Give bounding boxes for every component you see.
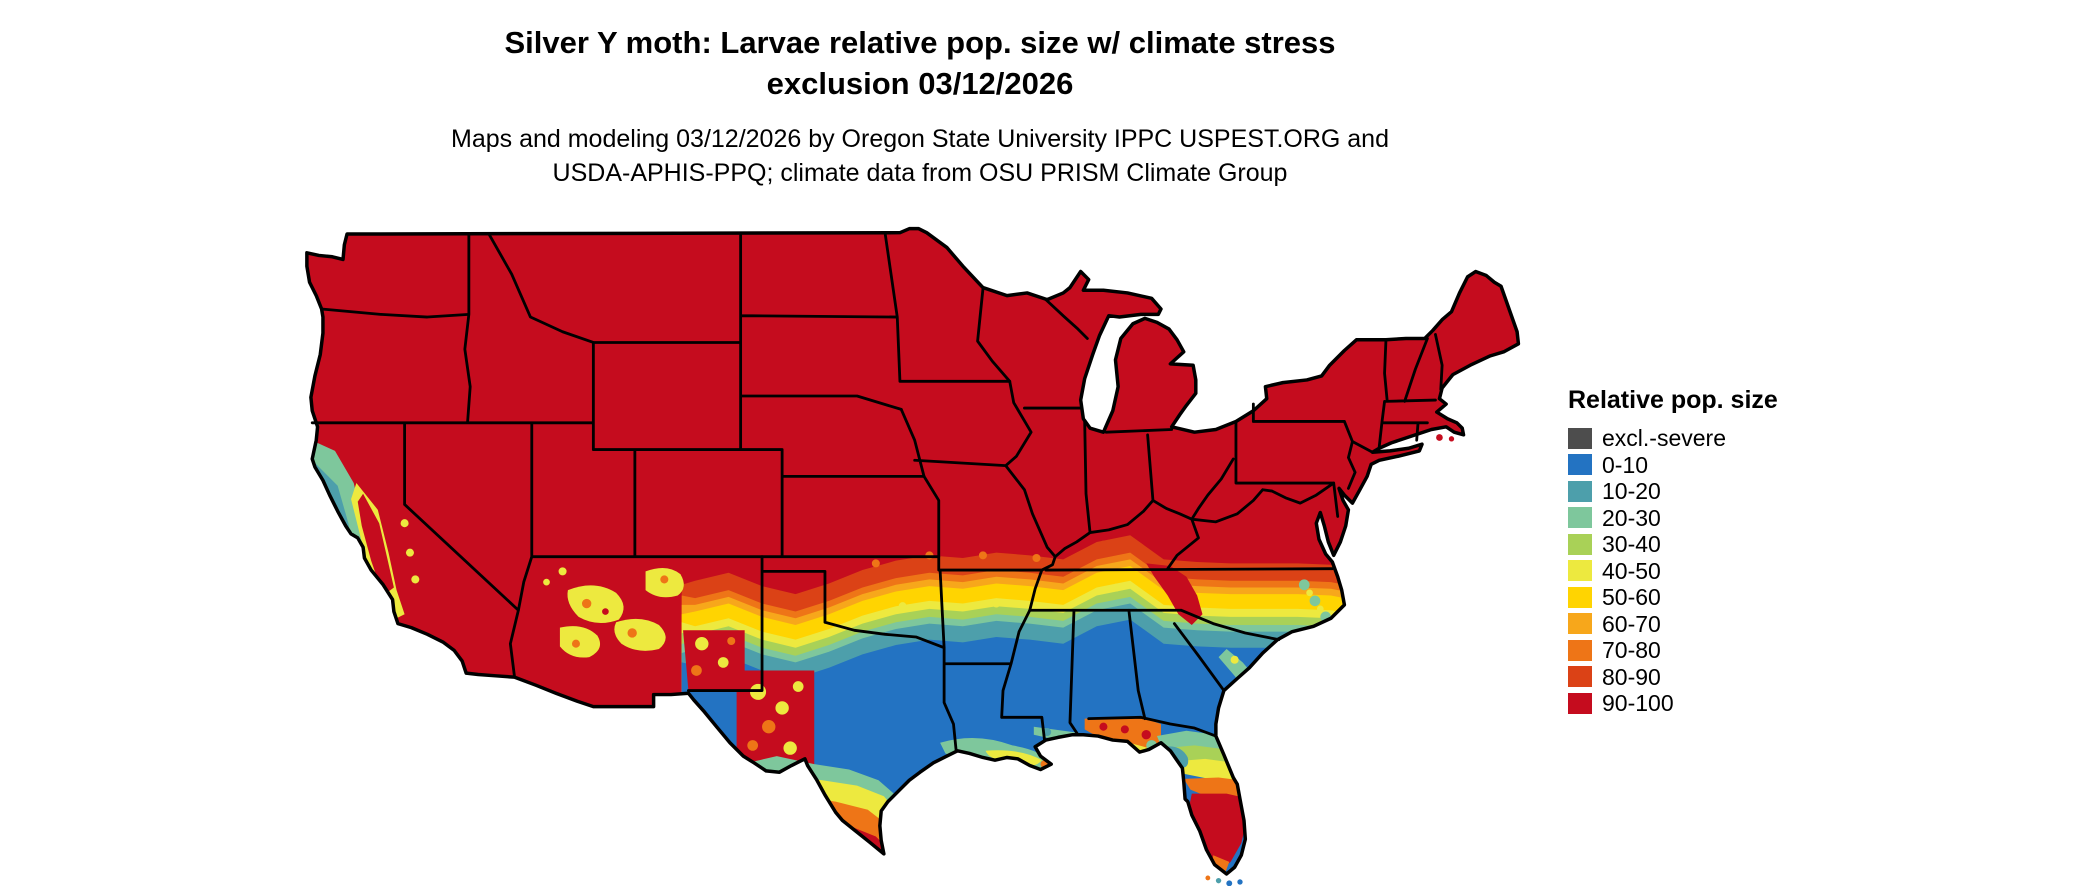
legend-item: 90-100	[1568, 690, 1778, 717]
title-line-1: Silver Y moth: Larvae relative pop. size…	[504, 25, 1336, 60]
legend-item: 10-20	[1568, 478, 1778, 505]
island-dots	[1205, 434, 1455, 886]
appalachian-red-finger	[1146, 563, 1203, 625]
legend-item: excl.-severe	[1568, 425, 1778, 452]
legend-label: 30-40	[1602, 531, 1661, 558]
legend-item: 70-80	[1568, 637, 1778, 664]
legend-label: 90-100	[1602, 690, 1674, 717]
legend-swatch	[1568, 666, 1592, 688]
legend-swatch	[1568, 507, 1592, 529]
map-legend: Relative pop. size excl.-severe 0-10 10-…	[1568, 386, 1778, 717]
legend-swatch	[1568, 560, 1592, 582]
state-borders	[310, 232, 1444, 753]
page-title: Silver Y moth: Larvae relative pop. size…	[0, 22, 1840, 104]
legend-swatch	[1568, 533, 1592, 555]
legend-swatch	[1568, 639, 1592, 661]
legend-item: 0-10	[1568, 452, 1778, 479]
subtitle-line-1: Maps and modeling 03/12/2026 by Oregon S…	[451, 125, 1389, 153]
legend-swatch	[1568, 480, 1592, 502]
legend-label: excl.-severe	[1602, 425, 1726, 452]
legend-item: 50-60	[1568, 584, 1778, 611]
legend-label: 0-10	[1602, 451, 1649, 478]
arizona-new-mexico-mottle	[543, 567, 684, 658]
us-map	[305, 226, 1521, 886]
legend-swatch	[1568, 613, 1592, 635]
legend-item: 80-90	[1568, 664, 1778, 691]
south-new-mexico-mottle	[683, 630, 745, 691]
legend-swatch	[1568, 586, 1592, 608]
legend-item: 60-70	[1568, 611, 1778, 638]
west-texas-mottle	[736, 670, 815, 781]
legend-swatch	[1568, 427, 1592, 449]
legend-item: 30-40	[1568, 531, 1778, 558]
legend-swatch	[1568, 454, 1592, 476]
legend-label: 70-80	[1602, 637, 1661, 664]
legend-label: 80-90	[1602, 663, 1661, 690]
legend-item: 20-30	[1568, 505, 1778, 532]
legend-label: 50-60	[1602, 584, 1661, 611]
legend-label: 10-20	[1602, 478, 1661, 505]
legend-label: 60-70	[1602, 610, 1661, 637]
legend-label: 20-30	[1602, 504, 1661, 531]
page-subtitle: Maps and modeling 03/12/2026 by Oregon S…	[0, 122, 1840, 190]
subtitle-line-2: USDA-APHIS-PPQ; climate data from OSU PR…	[552, 159, 1288, 187]
legend-title: Relative pop. size	[1568, 386, 1778, 414]
legend-swatch	[1568, 692, 1592, 714]
title-line-2: exclusion 03/12/2026	[766, 66, 1074, 101]
legend-item: 40-50	[1568, 558, 1778, 585]
legend-label: 40-50	[1602, 557, 1661, 584]
